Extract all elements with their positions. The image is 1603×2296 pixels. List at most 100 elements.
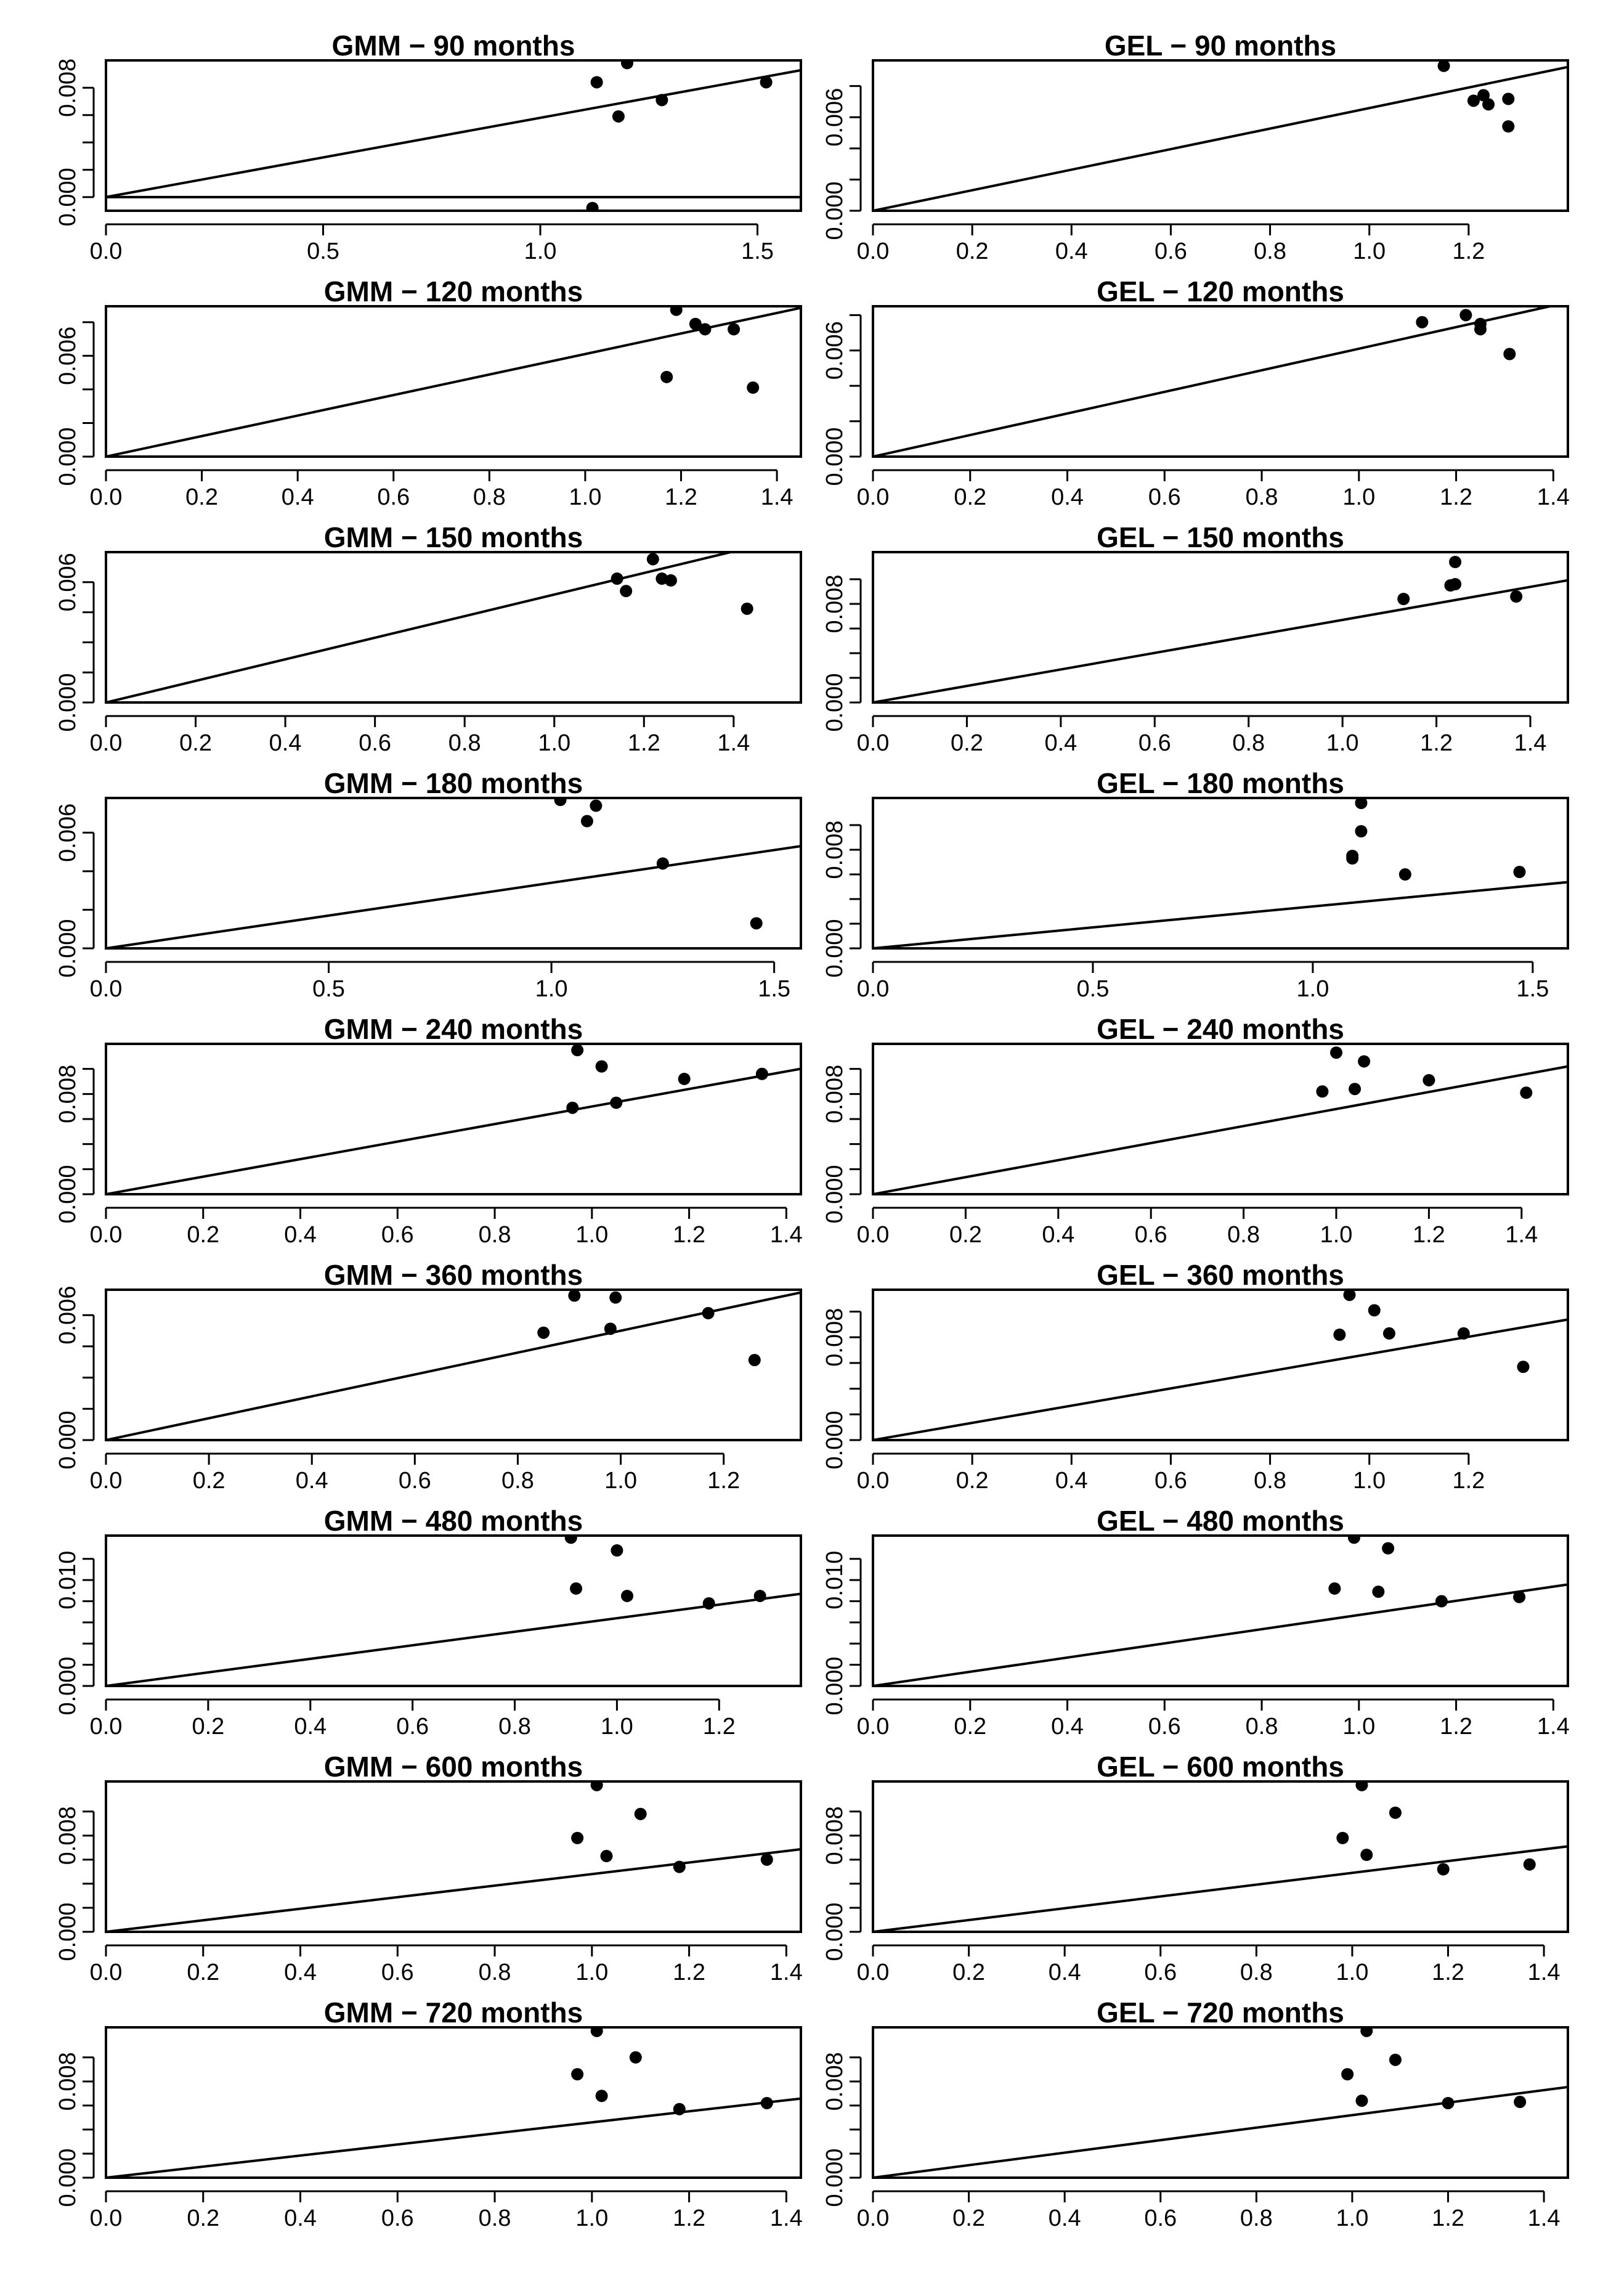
x-tick-label: 0.6 [1148,484,1181,510]
data-point [1449,556,1462,568]
x-tick-label: 0.2 [954,1714,986,1740]
data-point [537,1326,550,1339]
x-tick-label: 0.4 [1049,1960,1081,1985]
data-point [590,76,603,89]
x-tick-label: 1.0 [569,484,602,510]
panel-title: GMM − 150 months [324,521,583,553]
data-point [1449,578,1462,590]
plot-content [106,1290,801,1440]
plot-frame [105,551,802,704]
x-tick-label: 1.4 [770,1222,803,1248]
y-tick-label: 0.000 [822,1411,848,1469]
plot-frame [105,1780,802,1933]
x-tick-label: 1.4 [1537,484,1570,510]
x-tick-label: 0.2 [956,1468,989,1494]
data-point [1360,1849,1373,1862]
fitted-line [873,881,1568,948]
fitted-line [873,65,1568,211]
x-tick-label: 0.2 [187,1960,219,1985]
panel-12: GEL − 360 months 0.0 0.2 0.4 0.6 0.8 1.0 1.2 0.0… [822,1259,1569,1494]
x-tick-label: 0.6 [1155,1468,1187,1494]
data-point [621,60,633,70]
y-tick-label: 0.006 [55,327,81,385]
data-point [634,1807,647,1820]
x-tick-label: 0.6 [399,1468,431,1494]
y-tick-label: 0.000 [55,1411,81,1469]
panel-title: GEL − 600 months [1097,1751,1344,1783]
y-tick-label: 0.000 [822,673,848,731]
x-tick-label: 1.0 [575,1960,608,1985]
x-tick-label: 1.2 [1420,730,1453,756]
x-tick-label: 0.0 [857,238,890,264]
x-tick-label: 1.4 [1528,2205,1560,2231]
data-point [646,553,659,566]
x-tick-label: 0.8 [1246,484,1278,510]
x-tick-label: 0.8 [1232,730,1265,756]
fitted-line [873,1065,1568,1194]
x-tick-label: 1.4 [770,1960,803,1985]
plot-frame [105,797,802,950]
x-tick-label: 0.4 [1051,1714,1084,1740]
x-tick-label: 0.5 [1077,976,1110,1002]
data-point [1416,315,1429,328]
data-point [1347,1536,1360,1544]
y-tick-label: 0.000 [822,181,848,240]
x-tick-label: 0.2 [187,1222,219,1248]
x-tick-label: 0.2 [193,1468,225,1494]
x-tick-label: 0.4 [284,2205,317,2231]
data-point [590,799,603,812]
panel-14: GEL − 480 months 0.0 0.2 0.4 0.6 0.8 1.0 1.2 1.4… [822,1505,1570,1740]
panel-title: GMM − 120 months [324,275,583,307]
x-tick-label: 0.0 [857,484,890,510]
plot-frame [872,1780,1569,1933]
data-point [564,1536,577,1544]
y-tick-label: 0.006 [822,88,848,147]
panel-title: GEL − 180 months [1097,767,1344,799]
data-point [1382,1542,1395,1555]
plot-frame [105,305,802,458]
data-point [566,1101,579,1114]
y-tick-label: 0.008 [55,59,81,117]
data-point [750,917,763,930]
plot-frame [105,1534,802,1687]
data-point [590,2027,603,2037]
y-tick-label: 0.006 [55,804,81,862]
data-point [1435,1595,1448,1608]
x-tick-label: 1.2 [1413,1222,1445,1248]
data-point [656,857,669,870]
data-point [664,574,677,587]
y-tick-label: 0.008 [822,574,848,633]
x-tick-label: 1.2 [703,1714,736,1740]
y-tick-label: 0.000 [822,2148,848,2207]
data-point [760,1853,773,1866]
data-point [1389,2053,1402,2066]
data-point [595,2090,608,2103]
panel-8: GEL − 180 months 0.0 0.5 1.0 1.5 0.000 0.008 [822,767,1569,1002]
panel-17: GMM − 720 months 0.0 0.2 0.4 0.6 0.8 1.0 1.2 1.4… [55,1997,803,2231]
y-tick-label: 0.008 [822,1806,848,1865]
data-point [1382,1327,1395,1340]
data-point [609,1291,622,1304]
x-tick-label: 0.6 [1144,2205,1177,2231]
x-tick-label: 1.2 [1452,238,1485,264]
data-point [1343,1290,1356,1301]
x-tick-label: 0.8 [1240,1960,1273,1985]
data-point [747,381,760,394]
x-tick-label: 1.2 [1432,1960,1464,1985]
x-tick-label: 0.0 [857,976,890,1002]
data-point [1442,2096,1455,2109]
data-point [571,2068,584,2081]
data-point [1355,1781,1368,1791]
x-tick-label: 0.0 [857,730,890,756]
plot-frame [105,1288,802,1441]
x-tick-label: 0.6 [359,730,391,756]
x-tick-label: 0.8 [1227,1222,1260,1248]
data-point [1360,2027,1373,2037]
x-tick-label: 0.6 [1138,730,1171,756]
data-point [1517,1361,1530,1374]
x-tick-label: 0.6 [1155,238,1187,264]
plot-content [873,1536,1568,1686]
data-point [728,323,741,336]
data-point [755,1067,768,1080]
panel-3: GMM − 120 months 0.0 0.2 0.4 0.6 0.8 1.0 1.2 1.4… [55,275,802,510]
